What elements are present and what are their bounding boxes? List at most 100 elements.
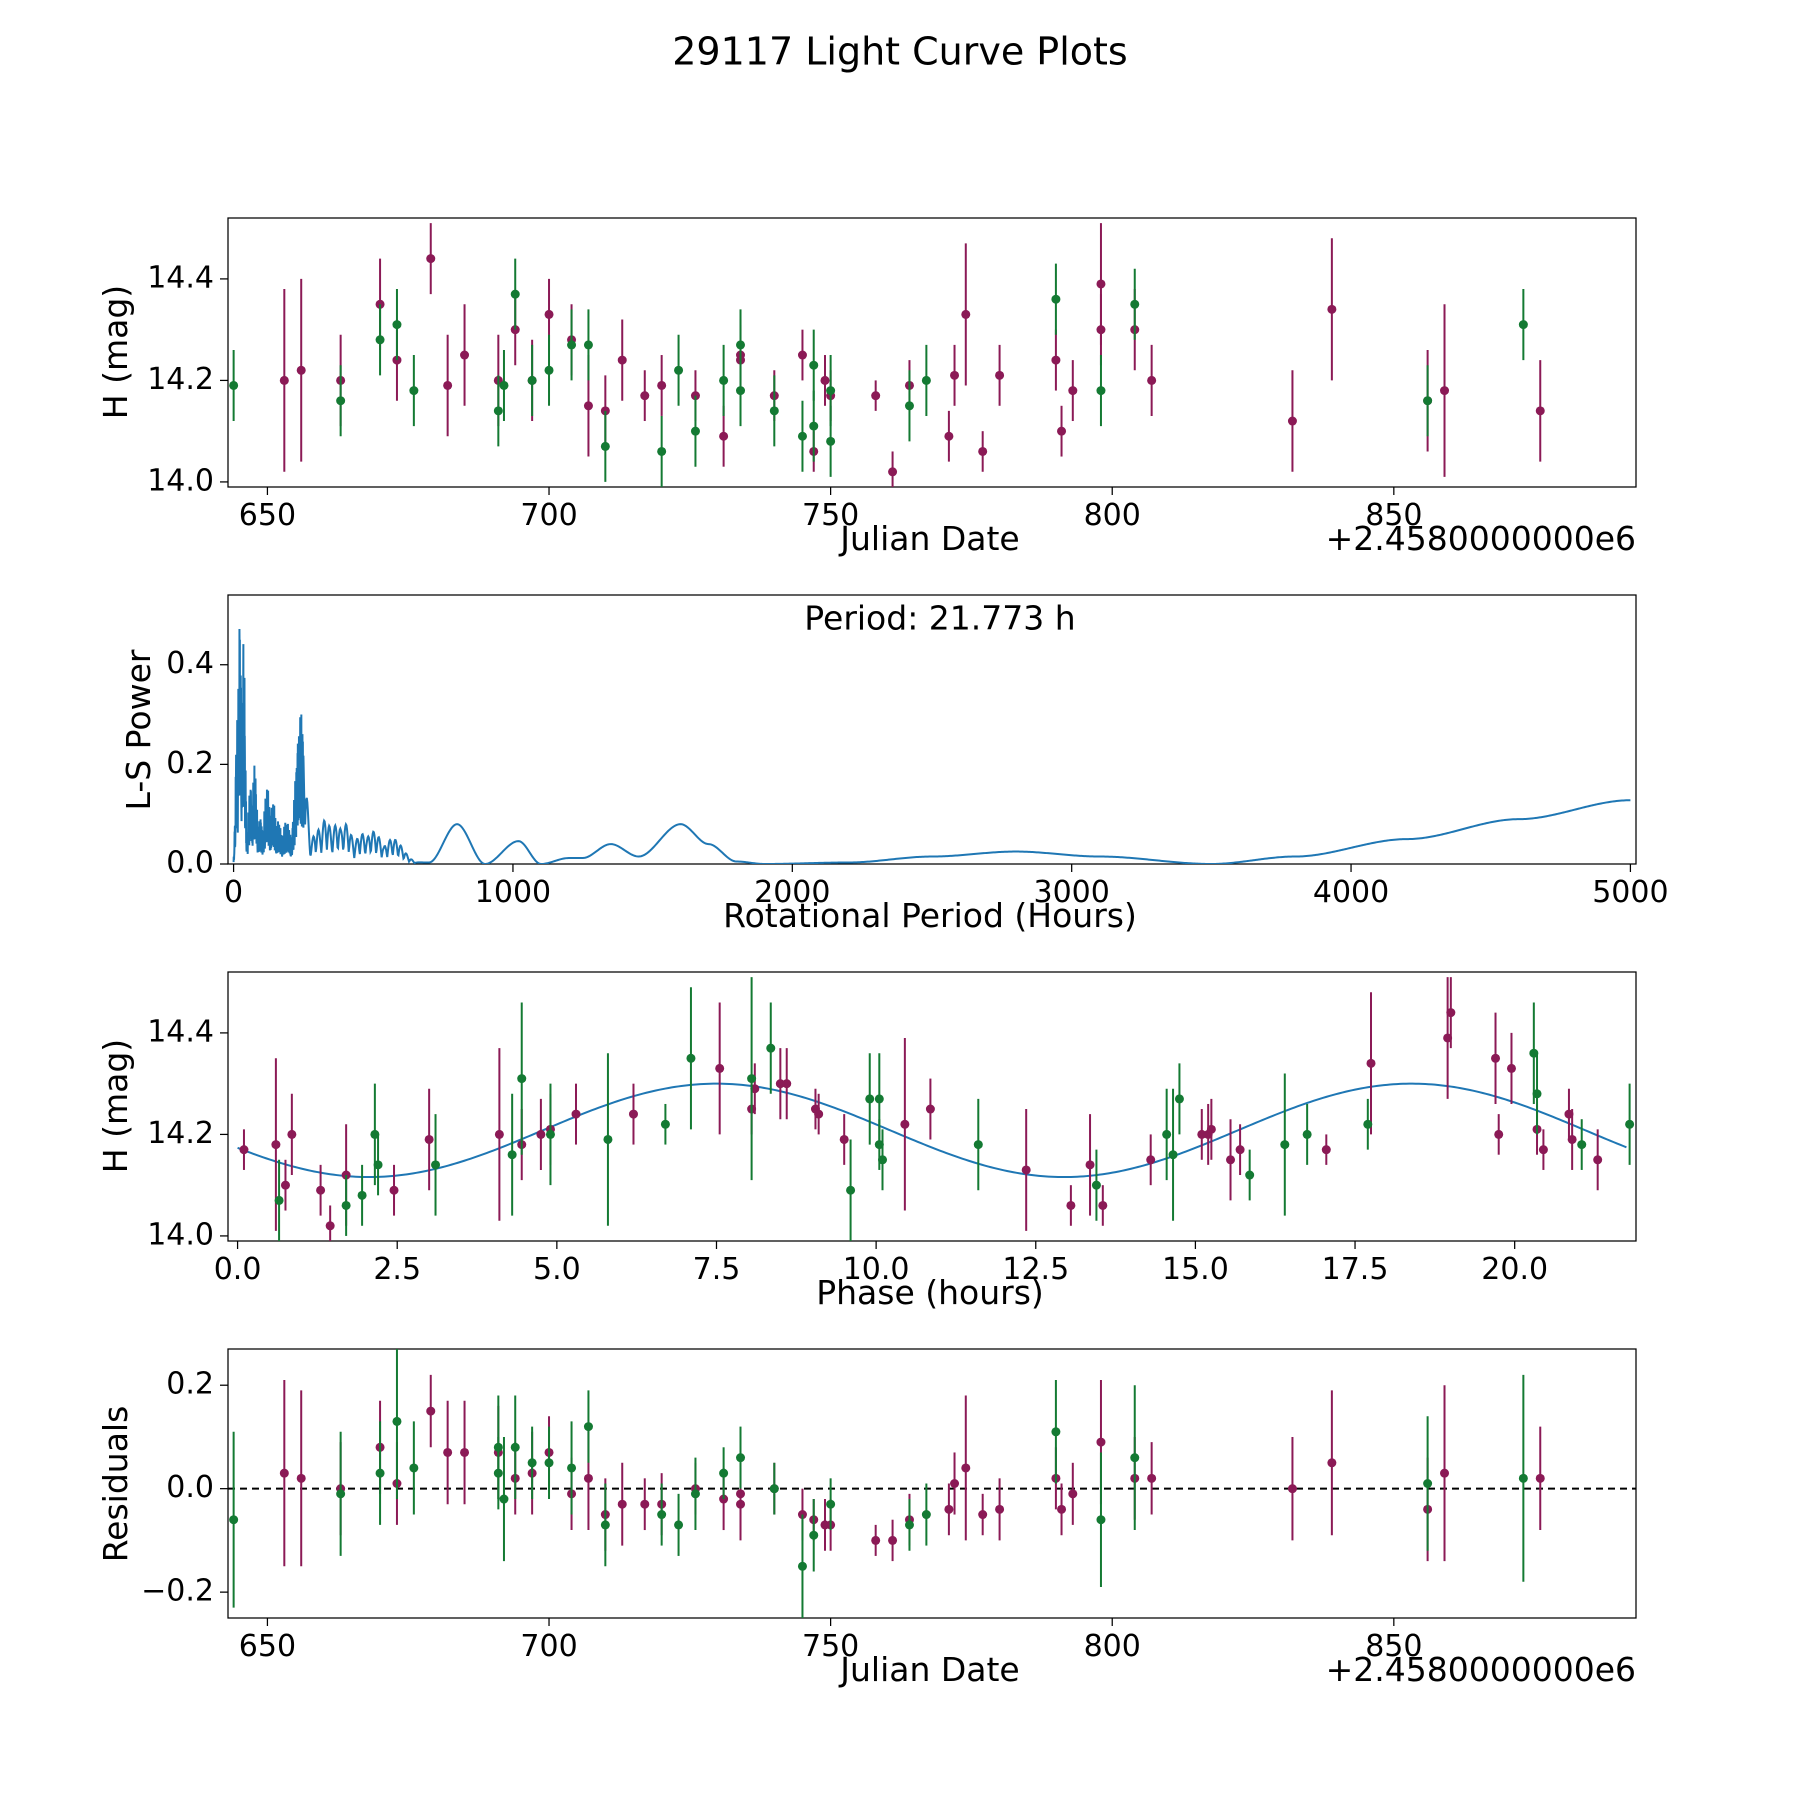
x-tick-label: 0 <box>224 875 243 910</box>
data-point <box>769 406 779 416</box>
data-point <box>296 365 306 375</box>
data-point <box>443 1447 453 1457</box>
data-point <box>1096 1515 1106 1525</box>
data-point <box>460 1447 470 1457</box>
y-axis-label: H (mag) <box>96 1039 135 1173</box>
data-point <box>409 1463 419 1473</box>
data-point <box>443 380 453 390</box>
data-point <box>373 1160 383 1170</box>
figure-title: 29117 Light Curve Plots <box>672 30 1127 74</box>
axes-frame <box>227 217 1637 488</box>
x-tick-label: 4000 <box>1313 875 1389 910</box>
data-point <box>499 380 509 390</box>
data-point <box>536 1129 546 1139</box>
data-point <box>375 1468 385 1478</box>
x-tick-label: 2000 <box>754 875 830 910</box>
data-point <box>1174 1094 1184 1104</box>
data-point <box>961 309 971 319</box>
x-tick-label: 20.0 <box>1481 1252 1548 1287</box>
data-point <box>460 350 470 360</box>
data-point <box>510 1442 520 1452</box>
data-point <box>973 1140 983 1150</box>
x-tick-label: 1000 <box>475 875 551 910</box>
data-point <box>1206 1124 1216 1134</box>
data-point <box>747 1074 757 1084</box>
y-tick-label: 0.2 <box>166 1367 214 1402</box>
data-point <box>736 386 746 396</box>
data-point <box>287 1129 297 1139</box>
data-point <box>888 1535 898 1545</box>
data-point <box>995 370 1005 380</box>
x-offset-label: +2.4580000000e6 <box>1326 519 1636 558</box>
data-point <box>583 340 593 350</box>
data-point <box>392 1416 402 1426</box>
data-point <box>1068 1489 1078 1499</box>
data-point <box>719 431 729 441</box>
x-axis-label: Julian Date <box>838 1650 1020 1689</box>
data-point <box>617 1499 627 1509</box>
data-point <box>1494 1129 1504 1139</box>
data-point <box>1423 1479 1433 1488</box>
data-point <box>1085 1160 1095 1170</box>
y-tick-label: 14.2 <box>147 362 214 397</box>
data-point <box>674 365 684 375</box>
data-point <box>567 340 577 350</box>
x-tick-label: 700 <box>520 1629 577 1664</box>
data-point <box>950 370 960 380</box>
data-point <box>389 1185 399 1195</box>
data-point <box>1235 1145 1245 1155</box>
data-point <box>603 1134 613 1144</box>
data-point <box>274 1195 284 1205</box>
data-point <box>809 1530 819 1540</box>
data-point <box>1440 1468 1450 1478</box>
data-point <box>1302 1129 1312 1139</box>
data-point <box>527 1458 537 1468</box>
data-point <box>357 1190 367 1200</box>
x-tick-label: 800 <box>1084 1629 1141 1664</box>
y-tick-label: 0.0 <box>166 1470 214 1505</box>
data-point <box>766 1043 776 1053</box>
data-point <box>719 375 729 385</box>
data-point <box>1567 1134 1577 1144</box>
data-point <box>640 1499 650 1509</box>
data-point <box>1147 375 1157 385</box>
data-point <box>431 1160 441 1170</box>
data-point <box>660 1119 670 1129</box>
data-point <box>279 1468 289 1478</box>
data-point <box>797 350 807 360</box>
data-point <box>544 365 554 375</box>
data-point <box>674 1520 684 1530</box>
x-tick-label: 850 <box>1365 498 1422 533</box>
data-point <box>1057 1504 1067 1514</box>
x-tick-label: 3000 <box>1034 875 1110 910</box>
data-point <box>1162 1129 1172 1139</box>
data-point <box>493 1468 503 1478</box>
data-point <box>1366 1058 1376 1068</box>
data-point <box>657 446 667 456</box>
data-point <box>1321 1145 1331 1155</box>
data-point <box>499 1494 509 1504</box>
data-point <box>1051 294 1061 304</box>
data-point <box>1535 1473 1545 1483</box>
data-point <box>878 1155 888 1165</box>
data-point <box>229 380 239 390</box>
x-axis-label: Phase (hours) <box>816 1273 1044 1312</box>
data-point <box>921 375 931 385</box>
data-point <box>424 1134 434 1144</box>
data-point <box>640 391 650 401</box>
data-point <box>1245 1170 1255 1180</box>
y-axis-label: L-S Power <box>119 649 158 810</box>
data-point <box>1518 1473 1528 1483</box>
data-point <box>1538 1145 1548 1155</box>
data-point <box>507 1150 517 1160</box>
data-point <box>736 340 746 350</box>
x-tick-label: 800 <box>1084 498 1141 533</box>
data-point <box>995 1504 1005 1514</box>
data-point <box>239 1145 249 1155</box>
x-tick-label: 650 <box>239 1629 296 1664</box>
data-point <box>657 1510 667 1520</box>
data-point <box>567 1463 577 1473</box>
data-point <box>846 1185 856 1195</box>
data-point <box>336 396 346 406</box>
